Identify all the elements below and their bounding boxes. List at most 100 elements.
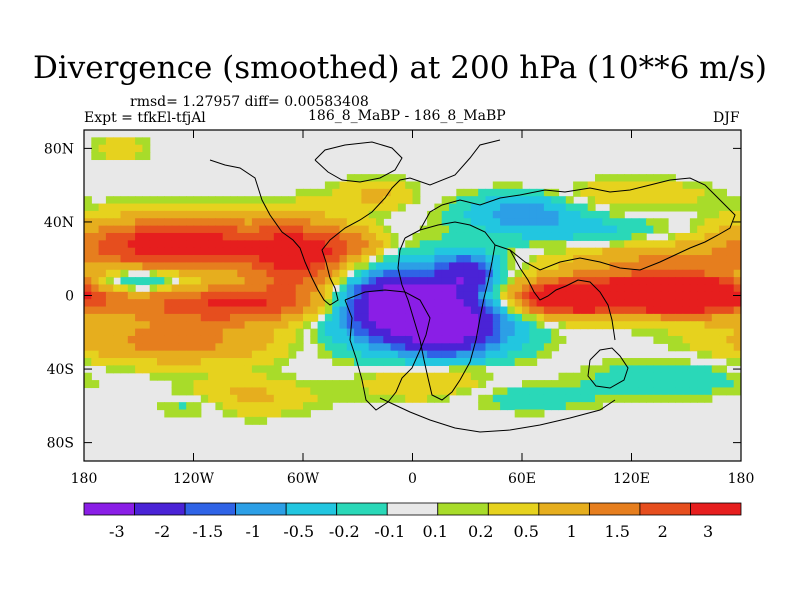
field-cell: [565, 306, 574, 315]
field-cell: [142, 152, 151, 161]
field-cell: [463, 321, 472, 330]
field-cell: [697, 380, 706, 389]
field-cell: [178, 225, 187, 234]
field-cell: [470, 232, 479, 241]
field-cell: [485, 203, 494, 212]
field-cell: [98, 262, 107, 271]
field-cell: [310, 247, 319, 256]
field-cell: [164, 218, 173, 227]
field-cell: [339, 240, 348, 249]
field-cell: [317, 255, 326, 263]
field-cell: [244, 402, 253, 411]
field-cell: [288, 269, 297, 278]
field-cell: [186, 225, 195, 234]
field-cell: [456, 210, 465, 219]
field-cell: [682, 203, 691, 212]
field-cell: [638, 240, 647, 249]
field-cell: [485, 188, 494, 197]
field-cell: [376, 358, 384, 366]
field-cell: [565, 387, 574, 396]
field-cell: [281, 262, 289, 271]
field-cell: [492, 321, 501, 330]
field-cell: [412, 343, 421, 352]
field-cell: [463, 306, 472, 315]
field-cell: [514, 306, 523, 315]
field-cell: [668, 203, 676, 212]
field-cell: [463, 240, 472, 249]
field-cell: [354, 343, 362, 352]
field-cell: [390, 174, 399, 183]
field-cell: [616, 372, 625, 381]
field-cell: [390, 343, 399, 352]
field-cell: [500, 284, 508, 293]
field-cell: [719, 196, 727, 205]
field-cell: [427, 240, 435, 249]
field-cell: [675, 196, 684, 205]
field-cell: [514, 409, 523, 418]
field-cell: [193, 277, 202, 286]
field-cell: [368, 343, 377, 352]
field-cell: [485, 350, 494, 359]
field-cell: [317, 402, 326, 411]
field-cell: [719, 299, 727, 308]
field-cell: [251, 284, 260, 293]
field-cell: [178, 321, 187, 330]
field-cell: [602, 225, 611, 234]
field-cell: [251, 380, 260, 389]
field-cell: [689, 269, 698, 278]
field-cell: [704, 387, 713, 396]
field-cell: [354, 291, 362, 300]
field-cell: [376, 291, 384, 300]
field-cell: [215, 328, 224, 337]
field-cell: [463, 218, 472, 227]
field-cell: [478, 262, 487, 271]
colorbar-label: -0.1: [374, 522, 405, 541]
field-cell: [719, 255, 727, 263]
field-cell: [726, 210, 735, 219]
field-cell: [84, 306, 92, 315]
field-cell: [98, 299, 107, 308]
field-cell: [405, 372, 414, 381]
field-cell: [565, 277, 574, 286]
field-cell: [135, 358, 143, 366]
field-cell: [266, 218, 275, 227]
field-cell: [668, 240, 676, 249]
field-cell: [281, 394, 289, 403]
field-cell: [412, 387, 421, 396]
field-cell: [719, 313, 727, 322]
field-cell: [397, 174, 406, 183]
field-cell: [595, 225, 603, 234]
field-cell: [178, 299, 187, 308]
field-cell: [288, 321, 297, 330]
field-cell: [463, 350, 472, 359]
field-cell: [624, 387, 633, 396]
field-cell: [638, 262, 647, 271]
field-cell: [222, 313, 231, 322]
field-cell: [653, 188, 662, 197]
field-cell: [310, 394, 319, 403]
field-cell: [222, 255, 231, 263]
field-cell: [142, 365, 151, 374]
y-tick-label: 80N: [44, 141, 74, 157]
colorbar-swatch: [285, 502, 338, 516]
x-tick-label: 60E: [508, 471, 536, 487]
field-cell: [215, 247, 224, 256]
field-cell: [711, 255, 720, 263]
field-cell: [244, 240, 253, 249]
field-cell: [222, 232, 231, 241]
field-cell: [704, 291, 713, 300]
field-cell: [390, 299, 399, 308]
field-cell: [697, 350, 706, 359]
field-cell: [332, 335, 341, 344]
field-cell: [91, 380, 100, 389]
field-cell: [419, 284, 428, 293]
field-cell: [558, 402, 567, 411]
field-cell: [573, 402, 581, 411]
colorbar-label: -0.5: [283, 522, 314, 541]
field-cell: [142, 343, 151, 352]
field-cell: [733, 203, 741, 212]
field-cell: [500, 402, 508, 411]
field-cell: [200, 394, 209, 403]
field-cell: [200, 365, 209, 374]
field-cell: [500, 269, 508, 278]
